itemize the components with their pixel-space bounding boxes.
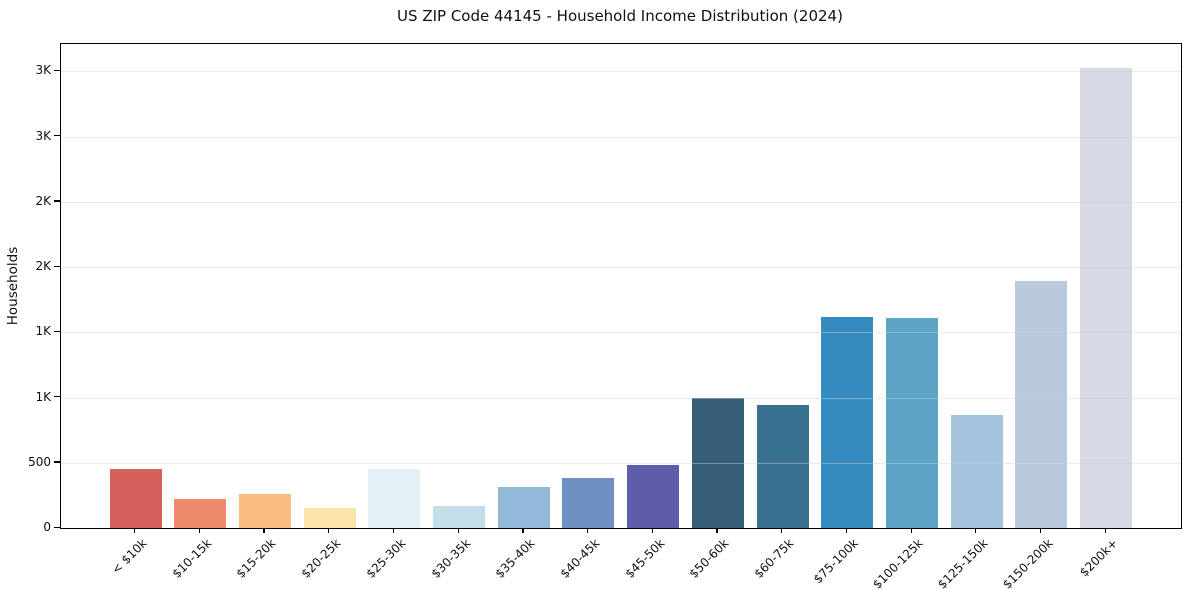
x-tick-label: $25-30k xyxy=(363,536,409,581)
x-tick-label: $150-200k xyxy=(999,536,1056,590)
gridline-2000 xyxy=(61,267,1181,269)
y-tick-label: 2K xyxy=(35,193,51,208)
x-tick-label: $200k+ xyxy=(1076,536,1121,580)
y-tick-label: 1K xyxy=(35,389,51,404)
gridline-500 xyxy=(61,462,1181,464)
y-tick-mark xyxy=(54,69,60,72)
x-tick-mark xyxy=(910,528,912,534)
bar-$20-25k xyxy=(303,507,356,528)
chart-title: US ZIP Code 44145 - Household Income Dis… xyxy=(397,7,843,25)
x-tick-label: $30-35k xyxy=(428,536,473,581)
x-tick-mark xyxy=(1039,528,1042,534)
x-tick-label: $35-40k xyxy=(492,536,538,581)
y-tick-mark xyxy=(54,396,60,398)
y-tick-label: 3K xyxy=(35,128,51,143)
y-tick-mark xyxy=(54,330,60,333)
gridline-1500 xyxy=(61,332,1181,334)
x-tick-label: $100-125k xyxy=(870,536,926,590)
x-tick-mark xyxy=(198,528,200,534)
x-tick-label: $50-60k xyxy=(686,536,732,581)
x-tick-label: $10-15k xyxy=(169,536,215,581)
y-tick-mark xyxy=(54,265,60,267)
y-tick-mark xyxy=(54,461,60,463)
x-tick-mark xyxy=(781,528,783,534)
bar-$45-50k xyxy=(627,464,680,528)
y-tick-label: 2K xyxy=(35,259,51,274)
x-tick-mark xyxy=(392,528,395,534)
x-tick-mark xyxy=(716,528,718,534)
x-tick-mark xyxy=(522,528,524,534)
x-tick-mark xyxy=(457,528,459,534)
x-tick-mark xyxy=(263,528,265,534)
gridline-1000 xyxy=(61,397,1181,399)
x-tick-label: < $10k xyxy=(108,536,150,577)
x-tick-label: $20-25k xyxy=(298,536,344,581)
bar-$100-125k xyxy=(886,318,939,528)
x-tick-mark xyxy=(328,528,330,534)
x-tick-label: $45-50k xyxy=(622,536,668,581)
x-tick-mark xyxy=(845,528,848,534)
x-tick-label: $15-20k xyxy=(233,536,279,581)
bar-$150-200k xyxy=(1015,281,1068,528)
plot-area xyxy=(60,43,1182,529)
x-tick-label: $40-45k xyxy=(557,536,603,581)
x-tick-label: $125-150k xyxy=(934,536,991,590)
x-tick-mark xyxy=(587,528,589,534)
bar-$50-60k xyxy=(691,397,744,528)
y-tick-label: 1K xyxy=(35,324,51,339)
x-tick-label: $75-100k xyxy=(810,536,862,587)
bar-$40-45k xyxy=(562,477,615,528)
gridline-3000 xyxy=(61,136,1181,138)
x-tick-mark xyxy=(651,528,653,534)
x-tick-mark xyxy=(975,528,977,534)
y-axis-label: Households xyxy=(5,246,21,326)
bar-$30-35k xyxy=(433,505,486,528)
bar-$125-150k xyxy=(950,414,1003,528)
gridline-2500 xyxy=(61,201,1181,203)
x-tick-mark xyxy=(134,528,136,534)
bar-< $10k xyxy=(109,468,162,528)
bar-$25-30k xyxy=(368,469,421,528)
bar-$15-20k xyxy=(238,494,291,528)
y-tick-mark xyxy=(54,135,60,137)
y-tick-mark xyxy=(54,526,60,528)
y-tick-label: 500 xyxy=(28,454,51,469)
x-tick-label: $60-75k xyxy=(751,536,797,581)
y-tick-mark xyxy=(54,200,60,202)
y-tick-label: 0 xyxy=(43,520,51,534)
y-tick-label: 3K xyxy=(35,63,51,78)
bar-$10-15k xyxy=(174,498,227,528)
bar-$75-100k xyxy=(821,317,874,528)
x-tick-mark xyxy=(1104,528,1106,534)
gridline-3500 xyxy=(61,71,1181,73)
bar-$35-40k xyxy=(497,486,550,528)
bar-$60-75k xyxy=(756,404,809,528)
bar-$200k+ xyxy=(1080,68,1133,528)
